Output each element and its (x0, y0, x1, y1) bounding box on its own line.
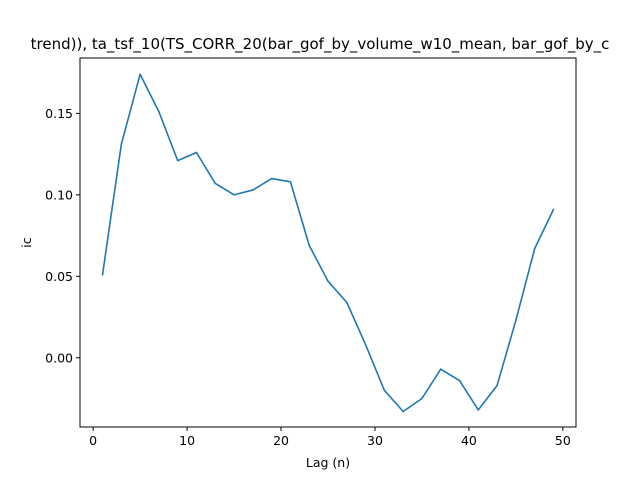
data-point (214, 182, 217, 185)
data-point (383, 389, 386, 392)
data-point (327, 280, 329, 282)
data-point (101, 273, 104, 276)
data-point (345, 301, 348, 304)
x-tick-label: 40 (461, 433, 477, 448)
data-point (139, 73, 141, 76)
series-line (101, 73, 555, 413)
data-point (439, 368, 442, 370)
data-point (458, 379, 461, 382)
plot-frame (79, 57, 577, 428)
y-tick-label: 0.00 (45, 350, 73, 365)
y-tick-label: 0.05 (45, 269, 73, 284)
y-tick-label: 0.10 (45, 187, 73, 202)
data-point (289, 181, 292, 183)
data-point (533, 247, 536, 250)
x-tick-label: 30 (367, 433, 383, 448)
x-tick-label: 0 (89, 433, 97, 448)
data-point (552, 208, 555, 211)
chart-title: trend)), ta_tsf_10(TS_CORR_20(bar_gof_by… (31, 35, 610, 54)
data-point (402, 410, 404, 413)
data-point (364, 343, 367, 346)
x-axis-label: Lag (n) (306, 455, 350, 470)
data-point (158, 110, 160, 113)
data-point (252, 189, 254, 191)
data-point (270, 177, 273, 180)
data-point (233, 194, 235, 196)
data-point (515, 319, 517, 322)
data-point (176, 159, 179, 162)
data-point (195, 151, 198, 154)
data-point (477, 409, 480, 411)
data-point (308, 244, 311, 247)
y-tick-label: 0.15 (45, 106, 73, 121)
plot-area: 0 10 20 30 40 50 0.00 0.05 0.10 0.15 (45, 73, 571, 448)
data-point (496, 384, 498, 387)
data-point (421, 397, 423, 400)
y-axis-label: ic (19, 237, 34, 247)
x-tick-label: 20 (273, 433, 289, 448)
x-tick-label: 10 (179, 433, 195, 448)
data-point (120, 143, 123, 146)
x-tick-label: 50 (555, 433, 571, 448)
